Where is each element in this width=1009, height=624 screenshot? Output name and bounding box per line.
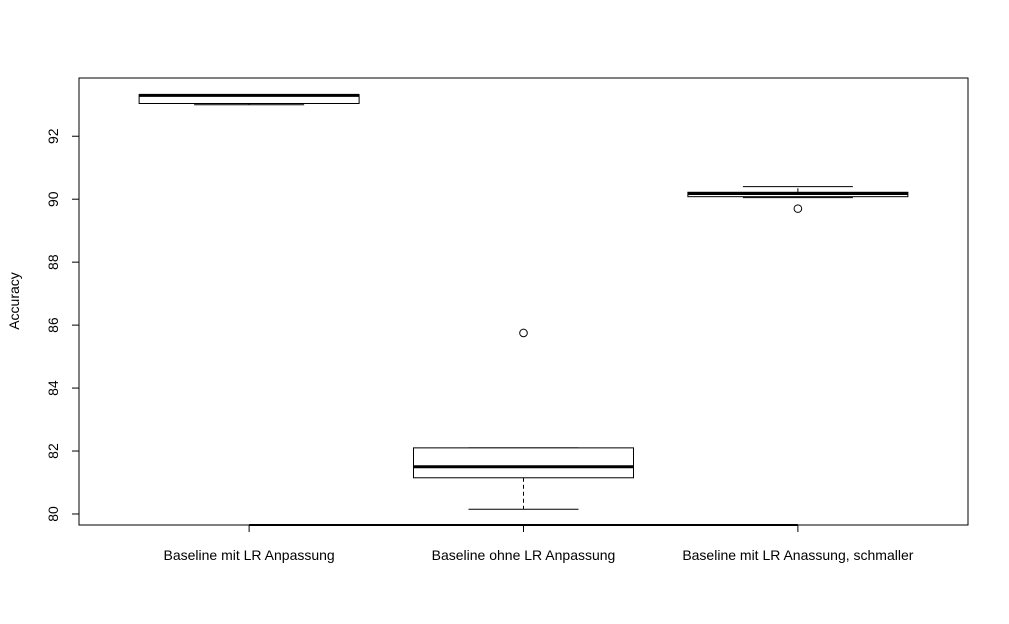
x-tick-label: Baseline ohne LR Anpassung [432,547,616,563]
y-tick-label: 88 [45,254,61,270]
boxes [138,93,909,510]
y-tick-label: 80 [45,506,61,522]
outlier-point [793,204,803,213]
y-tick-label: 82 [45,443,61,459]
y-tick-label: 84 [45,380,61,396]
x-tick-label: Baseline mit LR Anassung, schmaller [682,547,913,563]
x-axis: Baseline mit LR Anpassung Baseline ohne L… [164,524,914,563]
y-axis-label: Accuracy [6,272,22,330]
y-tick-label: 92 [45,128,61,144]
y-tick-label: 90 [45,191,61,207]
x-tick-label: Baseline mit LR Anpassung [164,547,335,563]
outlier-point [519,328,528,338]
box-group [687,186,909,213]
y-axis: 80 82 84 86 88 90 92 [45,128,80,522]
y-tick-label: 86 [45,317,61,333]
box-group [138,93,360,106]
box-iqr [413,447,634,479]
box-group [413,328,634,510]
